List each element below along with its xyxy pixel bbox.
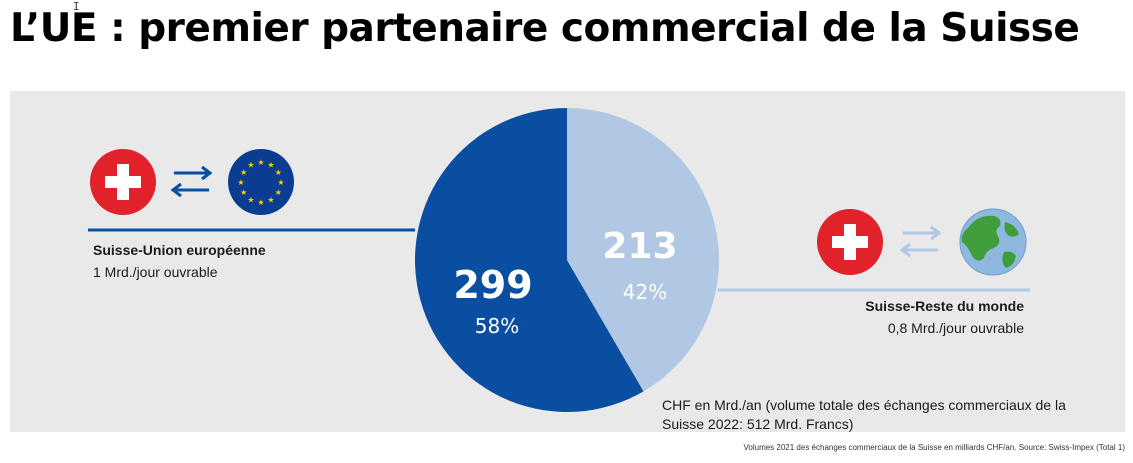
slice-percent-eu: 58% bbox=[475, 314, 519, 338]
world-group-title: Suisse-Reste du monde bbox=[865, 298, 1024, 314]
eu-star: ★ bbox=[267, 161, 274, 170]
slice-value-eu: 299 bbox=[453, 263, 532, 307]
eu-star: ★ bbox=[247, 161, 254, 170]
eu-star: ★ bbox=[257, 158, 264, 167]
eu-star: ★ bbox=[257, 198, 264, 207]
eu-star: ★ bbox=[267, 195, 274, 204]
eu-group-title: Suisse-Union européenne bbox=[93, 242, 266, 258]
chart-note: CHF en Mrd./an (volume totale des échang… bbox=[662, 397, 1066, 432]
text-cursor-icon: I bbox=[73, 0, 80, 13]
eu-star: ★ bbox=[275, 188, 282, 197]
slice-percent-world: 42% bbox=[623, 280, 667, 304]
eu-star: ★ bbox=[277, 178, 284, 187]
world-group-subtitle: 0,8 Mrd./jour ouvrable bbox=[887, 320, 1024, 336]
eu-star: ★ bbox=[247, 195, 254, 204]
eu-star: ★ bbox=[237, 178, 244, 187]
swiss-flag-icon-right bbox=[817, 209, 883, 275]
page-title: L’UE : premier partenaire commercial de … bbox=[10, 6, 1080, 51]
exchange-arrows-icon bbox=[170, 165, 213, 198]
eu-star: ★ bbox=[240, 168, 247, 177]
exchange-arrows-icon-right bbox=[899, 225, 942, 258]
eu-flag-icon: ★ ★★★★★★★★★★★ bbox=[228, 149, 294, 215]
eu-group-subtitle: 1 Mrd./jour ouvrable bbox=[93, 264, 218, 280]
pie-slice-world bbox=[567, 108, 720, 392]
eu-star: ★ bbox=[275, 168, 282, 177]
source-footnote: Volumes 2021 des échanges commerciaux de… bbox=[743, 443, 1126, 452]
swiss-flag-icon bbox=[90, 149, 156, 215]
globe-icon bbox=[959, 208, 1027, 276]
slice-value-world: 213 bbox=[602, 226, 677, 267]
eu-star: ★ bbox=[240, 188, 247, 197]
pie-slice-eu bbox=[415, 107, 644, 412]
